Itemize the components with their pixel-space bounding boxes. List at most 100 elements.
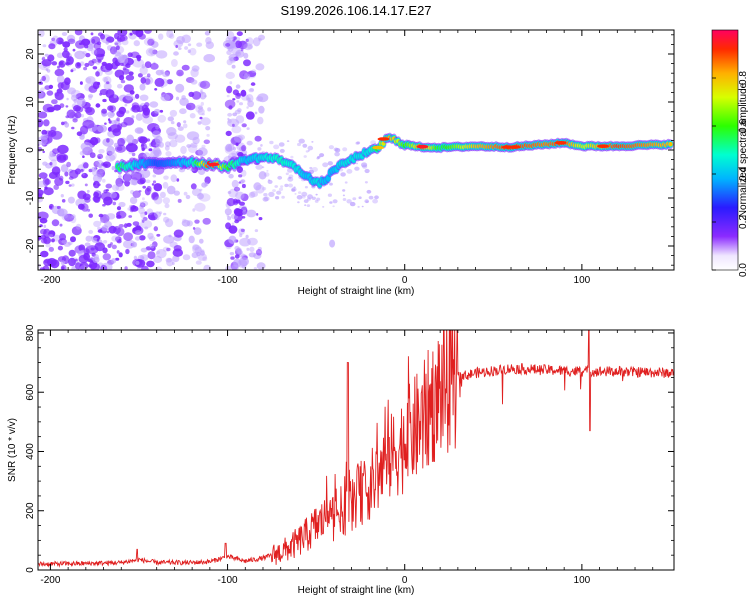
y-tick-label: -10 [25, 190, 36, 205]
noise-blob [342, 194, 345, 197]
noise-blob [329, 239, 336, 248]
noise-blob [285, 172, 289, 176]
noise-blob [135, 260, 140, 266]
noise-blob [301, 191, 308, 197]
noise-blob [61, 266, 65, 270]
noise-blob [83, 66, 88, 71]
noise-blob [81, 38, 91, 46]
noise-blob [202, 256, 208, 262]
noise-blob [123, 117, 135, 126]
noise-blob [127, 207, 131, 211]
noise-blob [288, 176, 292, 180]
noise-blob [191, 252, 199, 259]
noise-blob [70, 215, 77, 224]
noise-blob [90, 247, 95, 251]
y-tick-label: 400 [25, 443, 36, 460]
snr-x-axis: -200 -100 0 100 [40, 330, 654, 586]
noise-blob [85, 76, 96, 84]
noise-blob [236, 31, 243, 37]
noise-blob [163, 175, 169, 180]
noise-blob [239, 201, 245, 206]
noise-blob [287, 168, 293, 173]
noise-blob [372, 198, 378, 204]
noise-blob [44, 85, 51, 90]
noise-blob [297, 142, 301, 147]
noise-blob [38, 172, 48, 179]
noise-blob [181, 34, 191, 44]
noise-blob [245, 94, 254, 103]
noise-blob [170, 174, 178, 183]
noise-blob [80, 142, 93, 152]
noise-blob [304, 186, 308, 189]
x-tick-label: -100 [218, 575, 238, 586]
noise-blob [173, 229, 184, 238]
noise-blob [115, 227, 125, 237]
noise-blob [116, 117, 120, 122]
noise-blob [92, 195, 100, 203]
noise-blob [288, 174, 294, 179]
noise-blob [199, 116, 203, 120]
noise-blob [266, 170, 269, 172]
noise-blob [132, 190, 141, 198]
noise-blob [280, 185, 284, 188]
noise-blob [176, 178, 180, 182]
noise-blob [102, 98, 107, 103]
noise-blob [110, 191, 117, 199]
noise-blob [123, 84, 134, 93]
noise-blob [307, 145, 314, 151]
noise-blob [238, 174, 243, 178]
noise-blob [238, 228, 245, 235]
noise-blob [361, 162, 368, 168]
noise-blob [79, 150, 85, 156]
noise-blob [102, 253, 112, 261]
noise-blob [123, 239, 136, 249]
noise-blob [67, 196, 75, 204]
noise-blob [118, 175, 122, 179]
noise-blob [355, 162, 359, 165]
noise-blob [333, 147, 339, 152]
noise-blob [109, 105, 116, 113]
noise-blob [225, 71, 235, 80]
noise-blob [368, 195, 374, 200]
noise-blob [344, 181, 348, 184]
noise-blob [197, 121, 202, 125]
noise-blob [132, 221, 140, 227]
ridge-peak [597, 144, 610, 148]
noise-blob [80, 168, 84, 172]
noise-blob [41, 59, 52, 67]
noise-blob [162, 197, 170, 205]
noise-blob [68, 257, 76, 267]
noise-blob [84, 107, 93, 113]
noise-blob [154, 135, 163, 145]
noise-blob [226, 85, 233, 94]
noise-blob [81, 172, 88, 179]
noise-blob [92, 256, 100, 263]
noise-blob [67, 38, 76, 45]
noise-blobs [38, 30, 379, 270]
noise-blob [179, 97, 189, 106]
noise-blob [187, 49, 191, 53]
noise-blob [70, 69, 74, 73]
noise-blob [202, 217, 211, 225]
noise-blob [239, 233, 243, 238]
noise-blob [141, 64, 146, 69]
noise-blob [140, 219, 153, 229]
noise-blob [230, 256, 235, 260]
noise-blob [165, 218, 174, 228]
noise-blob [200, 117, 211, 126]
noise-blob [334, 148, 341, 153]
noise-blob [237, 108, 242, 113]
noise-blob [239, 102, 243, 106]
noise-blob [144, 61, 152, 69]
noise-blob [66, 161, 71, 168]
noise-blob [182, 218, 187, 223]
noise-blob [305, 150, 309, 153]
noise-blob [42, 44, 47, 48]
noise-blob [276, 190, 282, 195]
noise-blob [231, 264, 239, 270]
noise-blob [201, 144, 206, 149]
noise-blob [88, 213, 93, 218]
noise-blob [114, 51, 122, 57]
noise-blob [254, 111, 258, 115]
